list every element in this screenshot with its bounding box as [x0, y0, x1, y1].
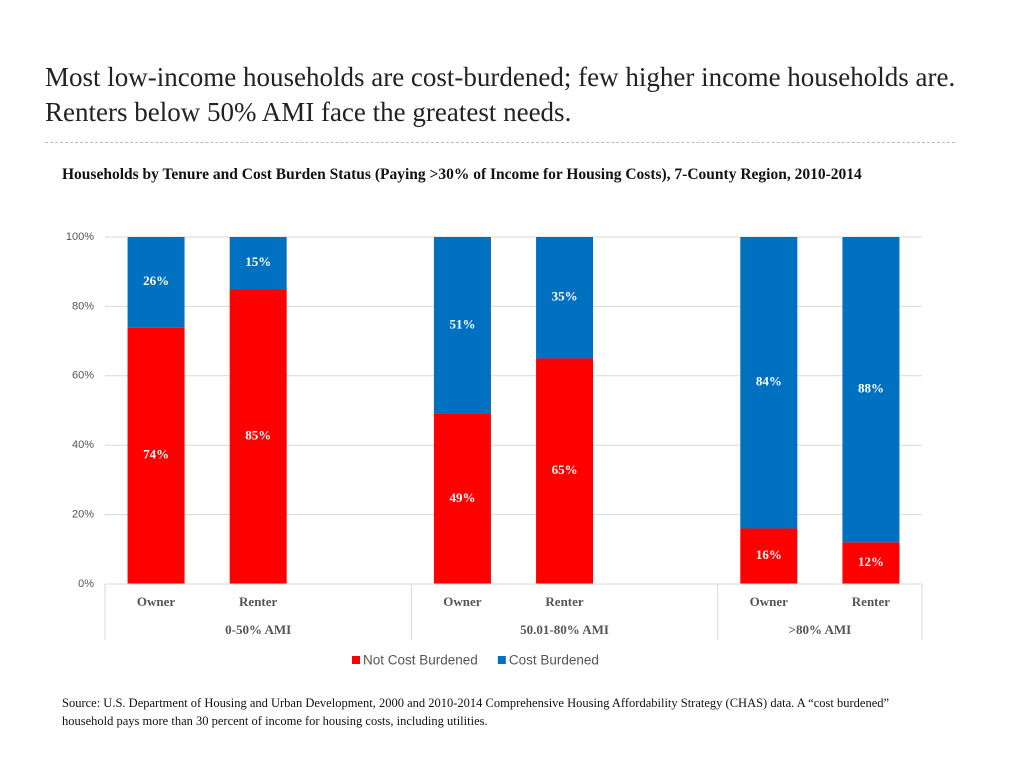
chart-title: Households by Tenure and Cost Burden Sta…: [62, 166, 862, 183]
source-note: Source: U.S. Department of Housing and U…: [62, 696, 890, 728]
legend-label: Cost Burdened: [509, 653, 599, 668]
value-label: 26%: [143, 273, 169, 288]
value-label: 51%: [449, 316, 475, 331]
value-label: 49%: [449, 490, 475, 505]
bar-segment: [229, 289, 287, 584]
value-label: 74%: [143, 447, 169, 462]
legend-swatch: [497, 656, 506, 664]
chart: 0% 20% 40% 60% 80% 100% 0-50% AMI 50.01-80% AMI…: [66, 231, 923, 668]
bar-segment: [842, 542, 900, 584]
legend-swatch: [352, 656, 360, 664]
value-label: 65%: [552, 462, 578, 477]
bar-segment: [740, 528, 798, 584]
bar-segment: [229, 237, 287, 290]
bar-segment: [433, 413, 491, 584]
legend-label: Not Cost Burdened: [363, 653, 478, 668]
x-tick-label: Owner: [137, 594, 176, 609]
y-tick-label: 20%: [72, 509, 94, 521]
bar-segment: [536, 358, 594, 584]
x-tick-label: Owner: [750, 594, 789, 609]
bar-segment: [536, 237, 594, 359]
group-label: 0-50% AMI: [225, 622, 291, 637]
value-label: 85%: [245, 428, 271, 443]
y-tick-label: 0%: [78, 578, 94, 590]
group-label: >80% AMI: [789, 622, 852, 637]
bar-segment: [842, 237, 900, 543]
x-tick-label: Owner: [443, 594, 482, 609]
x-tick-label: Renter: [545, 594, 583, 609]
value-label: 12%: [858, 554, 884, 569]
bar-segment: [433, 237, 491, 414]
bar-segment: [127, 237, 185, 328]
group-label: 50.01-80% AMI: [520, 622, 609, 637]
divider: [45, 142, 955, 143]
value-label: 88%: [858, 381, 884, 396]
y-tick-label: 80%: [72, 300, 94, 312]
bar-segment: [740, 237, 798, 529]
x-tick-label: Renter: [239, 594, 277, 609]
y-tick-label: 100%: [66, 231, 94, 243]
value-label: 84%: [756, 374, 782, 389]
value-label: 15%: [245, 254, 271, 269]
bar-segment: [127, 327, 185, 584]
slide-title: Most low-income households are cost-burd…: [45, 62, 956, 127]
x-tick-label: Renter: [852, 594, 890, 609]
y-tick-label: 40%: [72, 439, 94, 451]
value-label: 35%: [552, 289, 578, 304]
y-tick-label: 60%: [72, 370, 94, 382]
value-label: 16%: [756, 547, 782, 562]
